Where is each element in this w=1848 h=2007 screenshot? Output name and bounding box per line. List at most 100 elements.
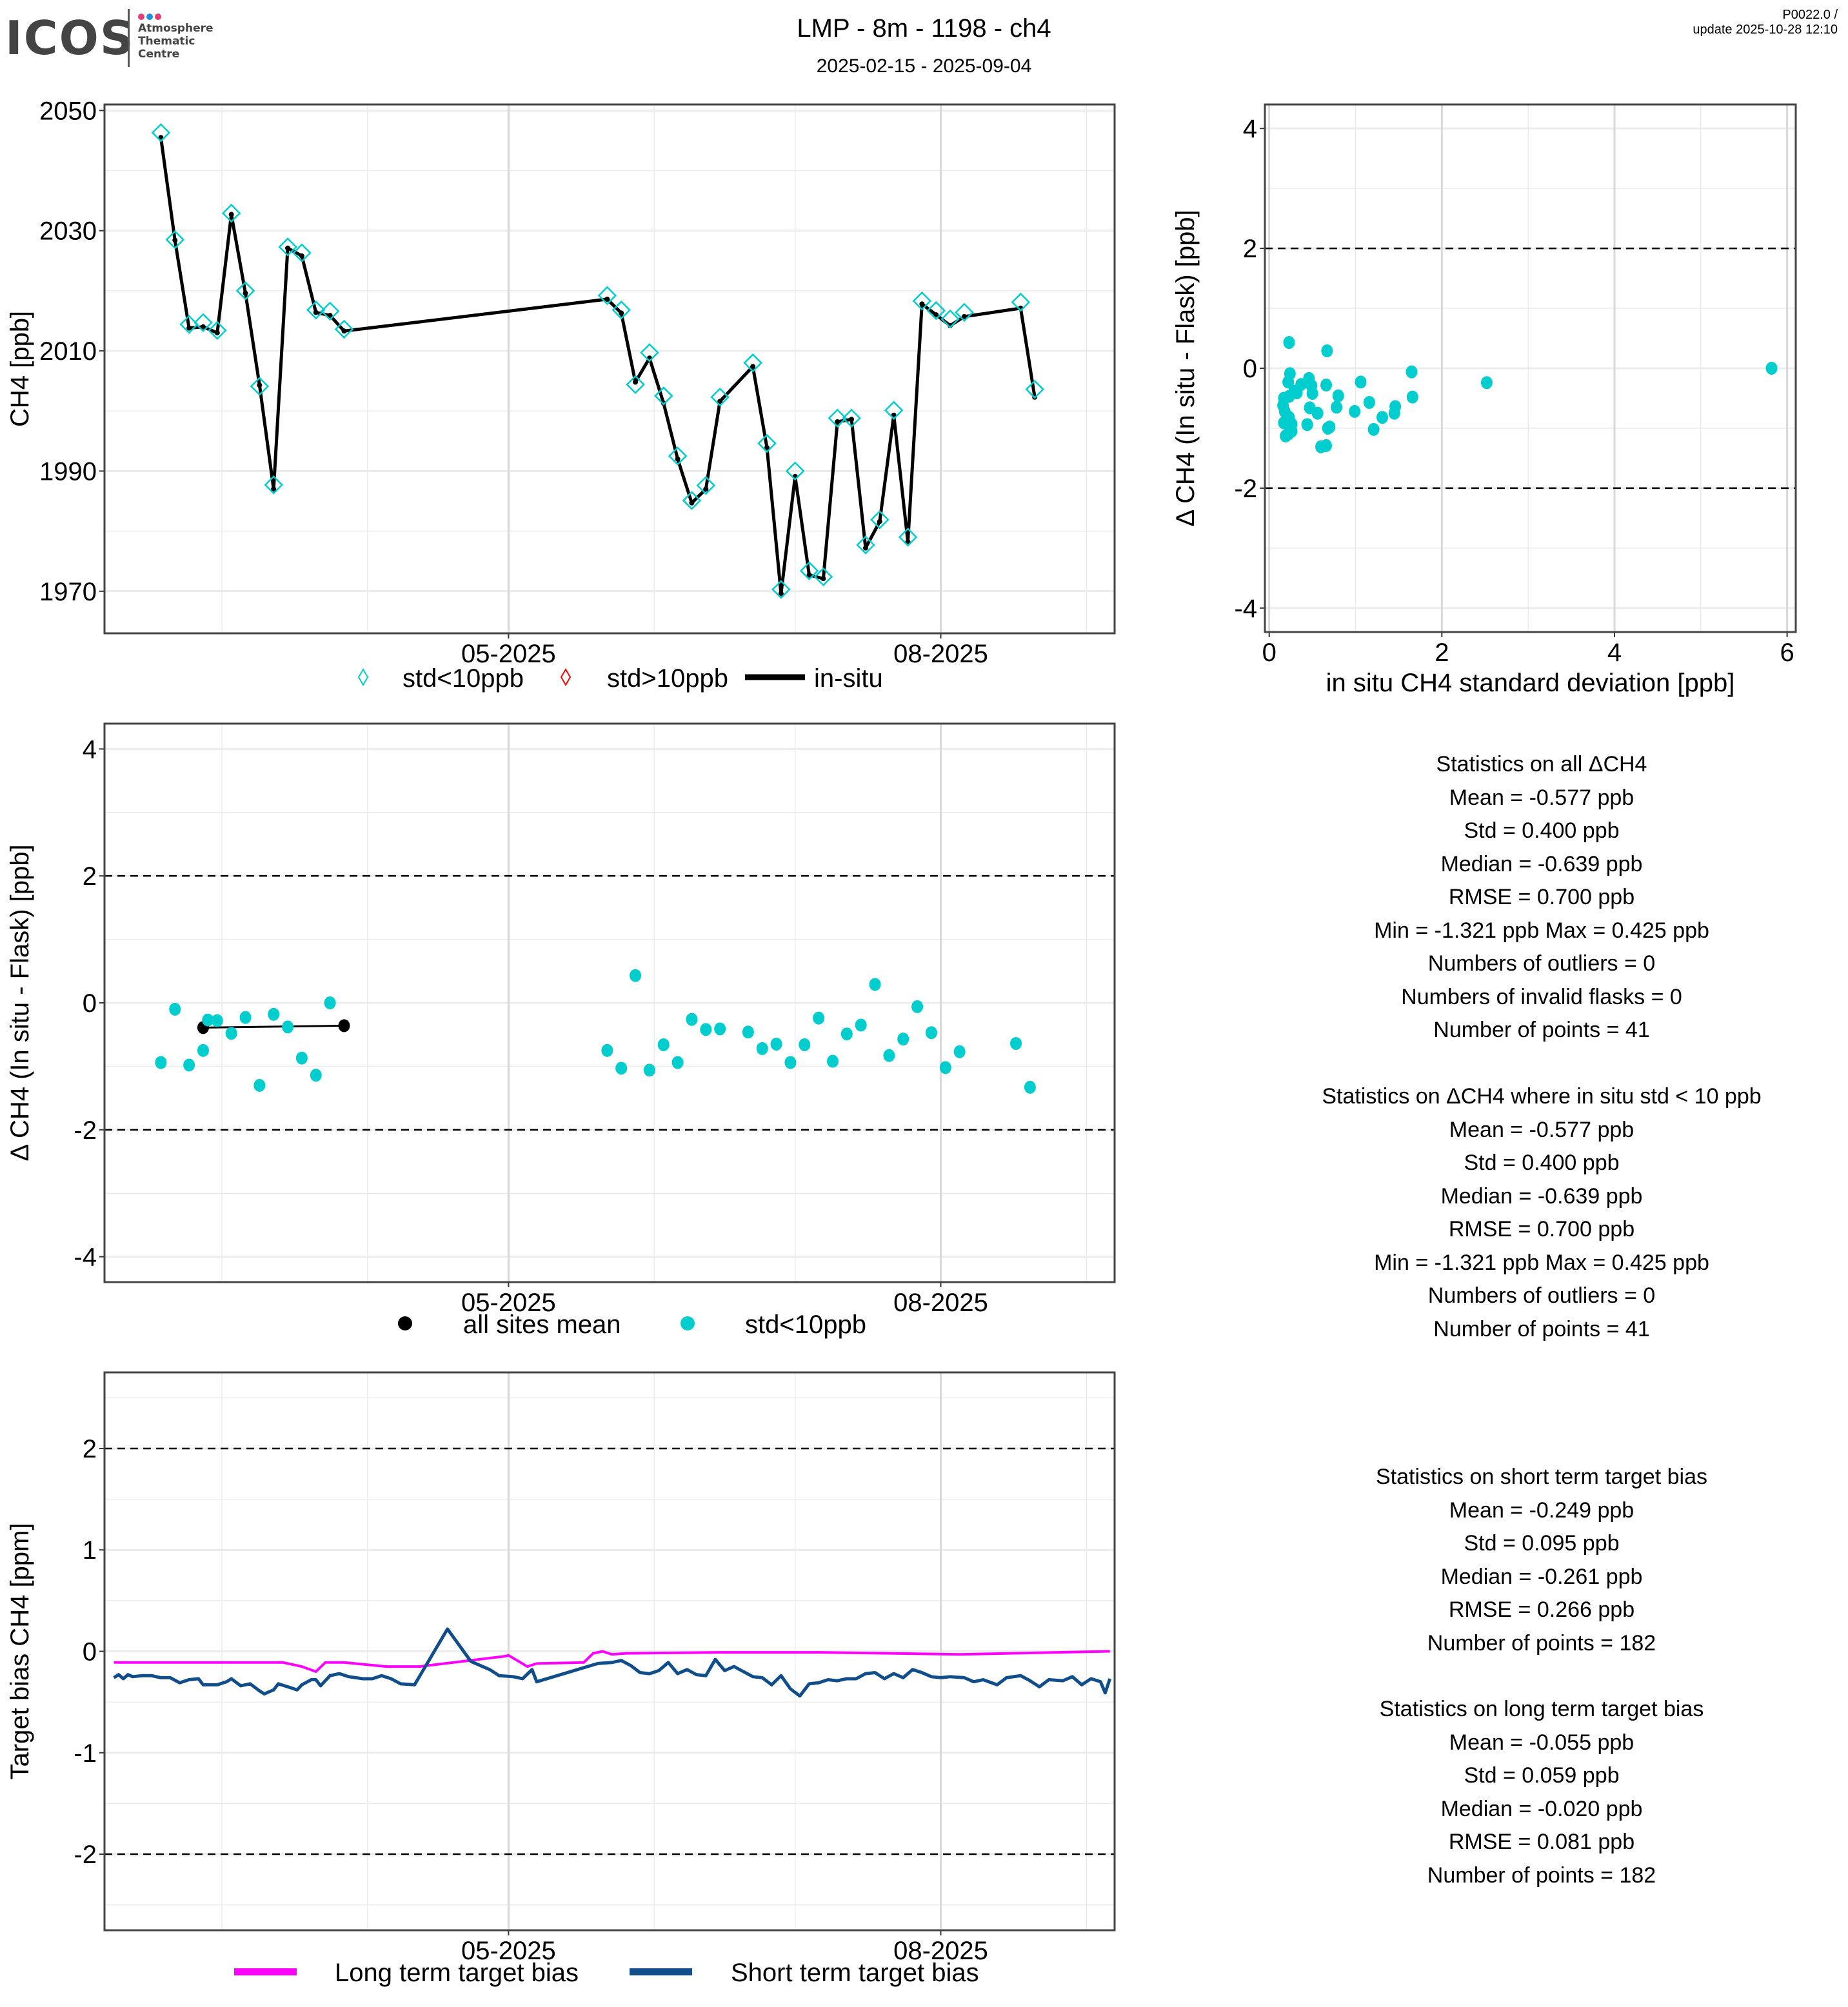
stats-line: Median = -0.020 ppb: [1440, 1796, 1643, 1821]
legend-diamond-icon: [560, 668, 571, 686]
delta-point: [799, 1038, 811, 1051]
all-sites-mean-line: [203, 1024, 344, 1029]
delta-point: [268, 1007, 280, 1021]
y-tick-label: 1: [83, 1536, 97, 1565]
delta-point: [310, 1069, 322, 1082]
in-situ-point: [750, 364, 756, 370]
delta-point: [686, 1013, 698, 1026]
stats-line: Median = -0.639 ppb: [1440, 851, 1643, 876]
delta-point: [202, 1013, 214, 1027]
legend-dot-icon: [681, 1316, 695, 1330]
in-situ-point: [257, 382, 263, 388]
delta-point: [939, 1061, 951, 1074]
legend-label: std<10ppb: [745, 1310, 866, 1339]
y-tick-label: -2: [74, 1841, 97, 1869]
y-tick-label: -2: [1234, 475, 1257, 503]
flask-diamond: [898, 528, 918, 547]
x-tick-label: 05-2025: [461, 640, 556, 668]
stats-delta-std10: Statistics on ΔCH4 where in situ std < 1…: [1258, 1080, 1825, 1346]
logo-wordmark: ICOS: [5, 11, 135, 65]
delta-point: [883, 1049, 895, 1062]
in-situ-point: [341, 328, 347, 334]
delta-point: [657, 1038, 670, 1051]
y-tick-label: 0: [83, 1638, 97, 1666]
stats-line: Mean = -0.249 ppb: [1449, 1498, 1634, 1523]
legend-label: Short term target bias: [731, 1959, 979, 1987]
flask-diamond: [165, 230, 185, 250]
y-axis-label: CH4 [ppb]: [6, 311, 34, 427]
delta-point: [1321, 344, 1333, 358]
delta-point: [1306, 387, 1318, 400]
logo-line: Thematic: [138, 35, 195, 48]
x-tick-label: 6: [1780, 638, 1794, 667]
date-range: 2025-02-15 - 2025-09-04: [816, 55, 1032, 77]
x-tick-label: 05-2025: [461, 1937, 556, 1965]
in-situ-point: [271, 486, 277, 492]
y-tick-label: 2030: [39, 217, 97, 246]
x-tick-label: 08-2025: [893, 640, 988, 668]
in-situ-point: [633, 379, 639, 385]
stats-line: Numbers of outliers = 0: [1427, 1283, 1656, 1308]
delta-point: [1332, 389, 1344, 402]
delta-point: [911, 1000, 924, 1013]
y-axis-label: Δ CH4 (In situ - Flask) [ppb]: [1171, 210, 1200, 526]
flask-diamond: [668, 446, 688, 466]
logo-dots-icon: [138, 12, 163, 23]
in-situ-point: [661, 400, 666, 406]
flask-diamond: [771, 580, 791, 599]
delta-point: [770, 1037, 782, 1051]
logo-dot: [146, 14, 153, 20]
in-situ-point: [806, 572, 812, 578]
delta-point: [324, 996, 336, 1009]
delta-point: [1406, 390, 1418, 404]
y-tick-label: 2: [83, 862, 97, 891]
in-situ-point: [200, 324, 206, 330]
delta-point: [1331, 400, 1343, 414]
in-situ-point: [820, 576, 826, 582]
x-axis-label: in situ CH4 standard deviation [ppb]: [1326, 669, 1735, 697]
stats-line: Median = -0.261 ppb: [1440, 1564, 1643, 1589]
in-situ-point: [703, 486, 709, 492]
flask-diamond: [828, 408, 848, 428]
flask-diamond: [306, 300, 326, 320]
logo-dot: [155, 14, 161, 20]
stats-line: Min = -1.321 ppb Max = 0.425 ppb: [1374, 918, 1709, 943]
delta-point: [1388, 406, 1400, 420]
stats-line: RMSE = 0.266 ppb: [1448, 1597, 1635, 1622]
delta-point: [826, 1054, 839, 1068]
flask-diamond: [597, 286, 617, 306]
legend-label: in-situ: [814, 664, 883, 693]
delta-point: [671, 1056, 684, 1069]
flask-diamond: [626, 375, 645, 394]
flask-diamond: [955, 302, 974, 322]
delta-point: [1010, 1036, 1022, 1050]
flask-diamond: [320, 301, 340, 321]
y-tick-label: 4: [1243, 115, 1257, 143]
x-tick-label: 2: [1435, 638, 1449, 667]
delta-point: [630, 969, 642, 982]
in-situ-point: [689, 500, 695, 506]
in-situ-point: [919, 301, 925, 307]
flask-diamond: [785, 461, 805, 481]
in-situ-point: [313, 310, 319, 315]
flask-diamond: [292, 243, 312, 262]
in-situ-point: [862, 545, 868, 551]
delta-point: [1480, 376, 1493, 390]
stats-line: Std = 0.400 ppb: [1464, 818, 1620, 843]
delta-point: [615, 1062, 628, 1075]
flask-diamond: [611, 300, 631, 320]
y-axis-label: Δ CH4 (In situ - Flask) [ppb]: [6, 844, 34, 1161]
plot-panel: [103, 1371, 1116, 1932]
in-situ-line: [159, 137, 1037, 595]
delta-point: [855, 1018, 867, 1032]
legend-label: std>10ppb: [607, 664, 728, 693]
flask-diamond: [151, 123, 171, 143]
flask-diamond: [334, 319, 354, 339]
plot-panel: [103, 103, 1116, 635]
stats-line: Mean = -0.577 ppb: [1449, 1117, 1634, 1142]
legend-diamond-icon: [357, 668, 369, 686]
legend-dot-icon: [398, 1316, 412, 1330]
in-situ-point: [285, 245, 291, 251]
flask-diamond: [870, 510, 889, 529]
